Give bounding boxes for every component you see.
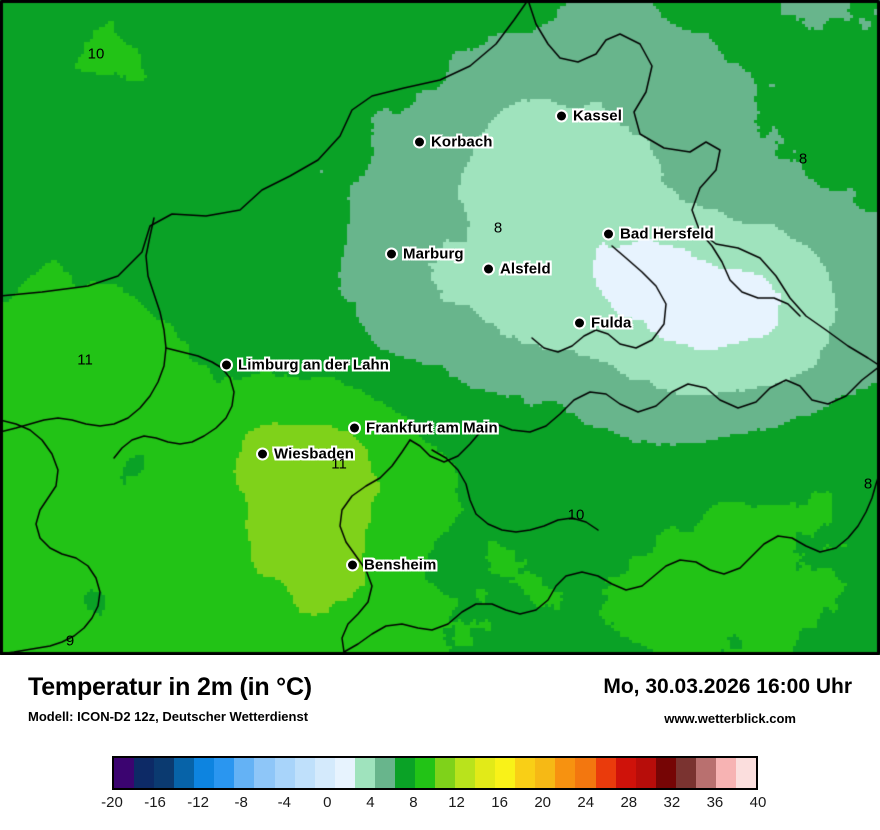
color-scale-tick: -16 [144, 794, 166, 811]
color-scale-tick: 32 [663, 794, 681, 811]
color-swatch [435, 758, 456, 788]
color-scale-tick: -12 [187, 794, 209, 811]
color-scale: -20 -16 -12 -8 -4 0 4 8 12 16 20 24 28 32 36 40 [0, 750, 880, 830]
color-swatch [354, 758, 375, 788]
color-swatch [274, 758, 295, 788]
model-subtitle: Modell: ICON-D2 12z, Deutscher Wetterdie… [28, 709, 309, 724]
color-scale-tick: 40 [749, 794, 767, 811]
color-swatch [535, 758, 556, 788]
color-swatch [294, 758, 315, 788]
website-credit: www.wetterblick.com [664, 711, 796, 726]
color-scale-ticks: -20 -16 -12 -8 -4 0 4 8 12 16 20 24 28 32 36 40 [101, 794, 766, 818]
color-swatch [254, 758, 275, 788]
color-swatch [114, 758, 135, 788]
color-swatch [174, 758, 195, 788]
color-swatch [475, 758, 496, 788]
color-swatch [154, 758, 175, 788]
color-scale-tick: -20 [101, 794, 123, 811]
color-swatch [394, 758, 415, 788]
color-swatch [214, 758, 235, 788]
color-scale-bar [112, 756, 758, 790]
color-swatch [234, 758, 255, 788]
color-scale-tick: -4 [277, 794, 291, 811]
color-swatch [194, 758, 215, 788]
color-swatch [334, 758, 355, 788]
color-swatch [615, 758, 636, 788]
color-scale-tick: 12 [448, 794, 465, 811]
color-swatch [374, 758, 395, 788]
color-scale-tick: 16 [491, 794, 508, 811]
temperature-field-canvas [0, 0, 880, 655]
color-scale-tick: 28 [620, 794, 638, 811]
color-swatch [575, 758, 596, 788]
color-swatch [314, 758, 335, 788]
temperature-map[interactable]: Kassel Korbach Bad Hersfeld Marburg Alsfeld F… [0, 0, 880, 655]
color-swatch [555, 758, 576, 788]
color-scale-tick: 36 [706, 794, 724, 811]
color-swatch [695, 758, 716, 788]
color-swatch [635, 758, 656, 788]
color-swatch [715, 758, 736, 788]
color-scale-tick: 8 [409, 794, 418, 811]
color-swatch [455, 758, 476, 788]
color-swatch [655, 758, 676, 788]
color-scale-tick: 24 [577, 794, 595, 811]
color-swatch [735, 758, 756, 788]
color-swatch [495, 758, 516, 788]
color-swatch [595, 758, 616, 788]
page-title: Temperatur in 2m (in °C) [28, 673, 312, 701]
color-swatch [134, 758, 155, 788]
color-swatch [515, 758, 536, 788]
map-caption: Temperatur in 2m (in °C) Modell: ICON-D2… [0, 655, 880, 745]
color-scale-tick: -8 [234, 794, 248, 811]
color-swatch [414, 758, 435, 788]
color-scale-tick: 0 [323, 794, 332, 811]
color-swatch [675, 758, 696, 788]
color-scale-tick: 4 [366, 794, 375, 811]
valid-timestamp: Mo, 30.03.2026 16:00 Uhr [603, 675, 852, 698]
color-scale-tick: 20 [534, 794, 551, 811]
